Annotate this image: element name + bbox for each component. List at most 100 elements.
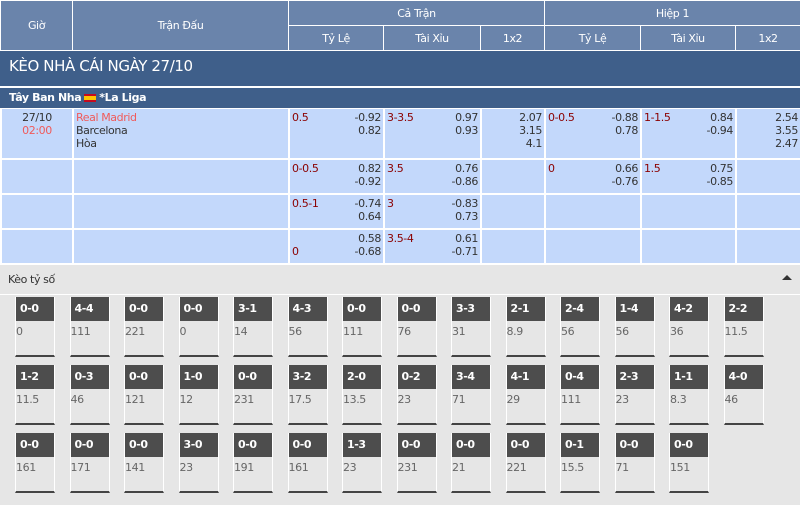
odds-value[interactable]: 0.66 (612, 162, 638, 175)
odds-value[interactable]: 3.55 (739, 124, 798, 137)
away-team[interactable]: Barcelona (76, 124, 286, 137)
score-odds: 141 (125, 457, 163, 478)
odds-value[interactable]: 2.54 (739, 111, 798, 124)
score-label: 3-2 (289, 365, 327, 389)
score-odds: 13.5 (343, 389, 381, 410)
score-label: 0-0 (234, 365, 272, 389)
odds-value[interactable]: -0.71 (452, 245, 478, 258)
odds-value[interactable]: -0.68 (355, 245, 381, 258)
collapse-arrow-icon[interactable] (782, 275, 792, 280)
league-name: *La Liga (99, 91, 146, 104)
odds-value[interactable]: -0.76 (612, 175, 638, 188)
col-full-match: Cả Trận (289, 1, 545, 26)
odds-value[interactable]: -0.74 (355, 197, 381, 210)
empty-cell (1, 194, 73, 229)
score-label: 4-3 (289, 297, 327, 321)
home-team[interactable]: Real Madrid (76, 111, 286, 124)
correct-score-header[interactable]: Kèo tỷ số (0, 265, 800, 295)
score-label: 0-3 (71, 365, 109, 389)
score-odds: 161 (16, 457, 54, 478)
odds-value[interactable]: -0.88 (612, 111, 638, 124)
odds-value[interactable]: 0.64 (355, 210, 381, 223)
odds-value[interactable]: 0.84 (707, 111, 733, 124)
odds-value[interactable]: -0.92 (355, 111, 381, 124)
odds-value[interactable]: 2.47 (739, 137, 798, 150)
odds-value[interactable]: -0.92 (355, 175, 381, 188)
col-half-hdp: Tỷ Lệ (545, 26, 641, 51)
odds-value[interactable]: 0.93 (455, 124, 478, 137)
col-1x2: 1x2 (481, 26, 545, 51)
score-odds: 231 (234, 389, 272, 410)
odds-value[interactable]: 0.76 (452, 162, 478, 175)
odds-value[interactable]: 0.97 (455, 111, 478, 124)
handicap-line: 0.5 (292, 111, 308, 137)
odds-value[interactable]: 0.61 (452, 232, 478, 245)
empty-cell (73, 194, 289, 229)
odds-value[interactable]: 0.75 (707, 162, 733, 175)
score-odds: 12 (180, 389, 218, 410)
score-label: 0-0 (398, 297, 436, 321)
league-row[interactable]: Tây Ban Nha*La Liga (0, 88, 800, 109)
score-odds: 29 (507, 389, 545, 410)
odds-value[interactable]: 2.07 (484, 111, 542, 124)
odds-value[interactable]: 0.78 (612, 124, 638, 137)
odds-value[interactable]: 3.15 (484, 124, 542, 137)
odds-value[interactable]: -0.86 (452, 175, 478, 188)
odds-value[interactable]: 0.82 (355, 162, 381, 175)
odds-value[interactable]: -0.83 (452, 197, 478, 210)
x12-cell (481, 194, 545, 229)
score-label: 1-0 (180, 365, 218, 389)
score-odds: 14 (234, 321, 272, 342)
score-odds: 23 (398, 389, 436, 410)
odds-value[interactable]: 0.73 (452, 210, 478, 223)
odds-value[interactable]: 4.1 (484, 137, 542, 150)
odds-value[interactable]: 0.58 (355, 232, 381, 245)
odds-value[interactable]: 0.82 (355, 124, 381, 137)
handicap-line: 0-0.5 (548, 111, 574, 137)
odds-value[interactable]: -0.94 (707, 124, 733, 137)
odds-value[interactable]: -0.85 (707, 175, 733, 188)
